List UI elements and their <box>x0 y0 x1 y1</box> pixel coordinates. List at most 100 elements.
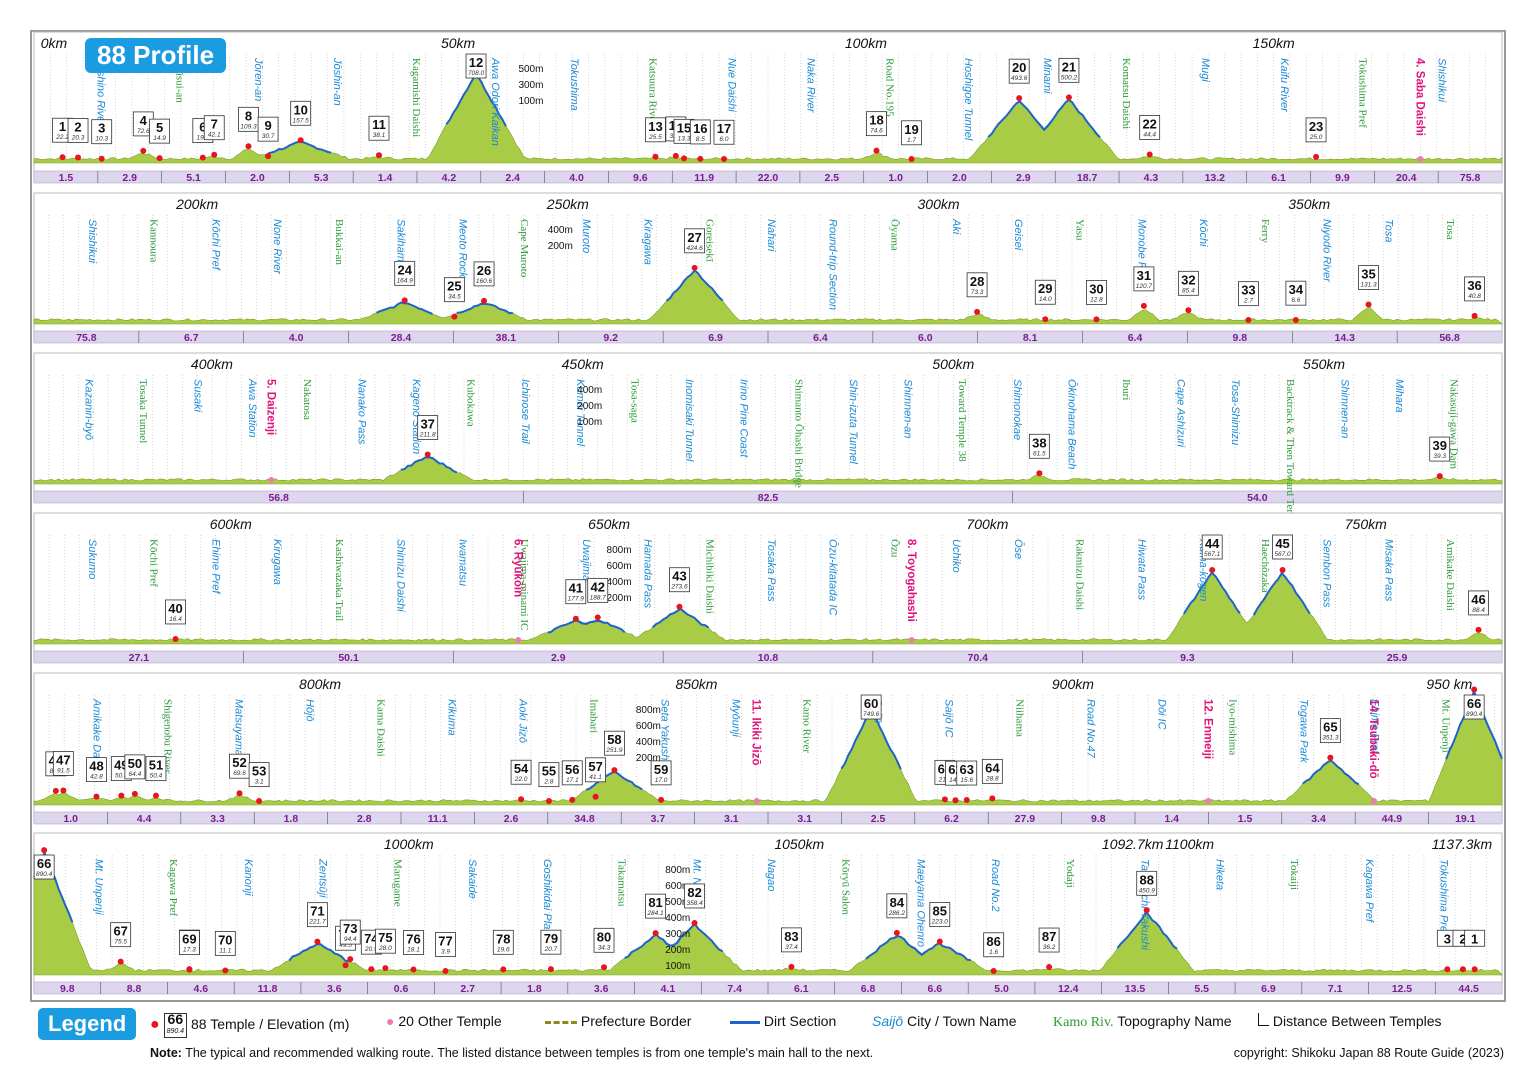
distance-label: 13.2 <box>1205 172 1226 184</box>
place-label: Meoto Rock <box>456 219 468 278</box>
elevation-area <box>33 269 1503 325</box>
temple-number: 73 <box>343 921 357 936</box>
temple-box-frame <box>368 115 390 141</box>
temple-elevation: 20.7 <box>544 946 558 953</box>
temple-dot <box>788 963 795 970</box>
elevation-label: 400m <box>665 913 690 924</box>
temple-dot <box>1093 316 1100 323</box>
temple-dot <box>1143 907 1150 914</box>
temple-elevation: 358.4 <box>686 900 703 907</box>
distance-label: 8.1 <box>1023 332 1038 344</box>
elevation-label: 100m <box>518 96 543 107</box>
temple-number: 2 <box>74 119 81 134</box>
temple-box-frame <box>1086 279 1107 305</box>
legend-title: Legend <box>38 1008 137 1040</box>
place-label: Kagawa Pref <box>1363 859 1375 923</box>
place-label: Kashiwazaka Trail <box>333 539 345 621</box>
place-label: Ōzu-kitatada IC <box>827 539 840 615</box>
temple-number: 63 <box>960 762 974 777</box>
elevation-label: 600m <box>665 881 690 892</box>
temple-dot <box>1313 153 1320 160</box>
place-label: Sembon Pass <box>1321 539 1333 608</box>
temple-box-frame <box>1034 279 1056 305</box>
temple-box-frame <box>1177 270 1199 296</box>
temple-box-frame <box>1238 281 1259 307</box>
temple-dot <box>236 790 243 797</box>
temple-elevation: 17.1 <box>566 777 579 784</box>
place-label: Iburi <box>1120 379 1132 400</box>
temple-dot <box>941 796 948 803</box>
place-label: Amikake Daishi <box>91 698 103 775</box>
temple-dot <box>893 929 900 936</box>
legend-distance-text: Distance Between Temples <box>1272 1013 1442 1029</box>
temple-box-frame <box>604 730 625 756</box>
temple-dot <box>172 635 179 642</box>
temple-number: 40 <box>168 601 182 616</box>
distance-label: 44.5 <box>1458 983 1479 995</box>
temple-dot <box>75 154 82 161</box>
temple-elevation: 177.9 <box>568 596 585 603</box>
temple-elevation: 25.0 <box>1309 134 1323 141</box>
temple-box-frame <box>1468 590 1489 616</box>
km-label: 150km <box>1253 35 1295 51</box>
place-label: Mugi <box>1199 58 1211 82</box>
distance-label: 10.8 <box>758 652 779 664</box>
place-label: Tokushima <box>568 58 580 111</box>
temple-dot <box>401 297 408 304</box>
temple-box-frame <box>650 760 672 786</box>
distance-label: 56.8 <box>1439 332 1460 344</box>
other-temple-dot-icon: ● <box>386 1013 395 1029</box>
temple-number: 6 <box>199 120 206 135</box>
temple-number: 79 <box>544 931 558 946</box>
distance-label: 27.9 <box>1015 813 1036 825</box>
temple-box: 533.1 <box>248 762 270 788</box>
other-temple-dot <box>1205 798 1212 804</box>
temple-number: 32 <box>1181 272 1195 287</box>
place-label: Ehime Pref <box>209 539 221 594</box>
temple-number: 27 <box>687 230 701 245</box>
distance-label: 13.5 <box>1125 983 1146 995</box>
temple-box-frame <box>1008 58 1030 84</box>
place-label: Aki <box>950 218 962 235</box>
distance-label: 9.2 <box>603 332 618 344</box>
km-label: 200km <box>175 196 218 212</box>
distance-label: 8.8 <box>127 983 142 995</box>
place-label: Ichinose Trail <box>519 379 531 444</box>
distance-label: 4.1 <box>661 983 676 995</box>
place-label: Imabari <box>588 699 600 733</box>
dirt-section <box>1116 911 1178 950</box>
profile-row-2: 200km 250km 300km 350km 75.8 6.7 4.0 28.4 38.1 9.… <box>33 192 1503 344</box>
km-label: 300km <box>918 196 960 212</box>
distance-label: 34.8 <box>574 813 595 825</box>
temple-box-frame <box>669 567 690 593</box>
temple-elevation: 450.9 <box>1139 887 1156 894</box>
temple-dot <box>382 965 389 972</box>
temple-elevation: 69.6 <box>233 770 246 777</box>
distance-label: 6.1 <box>794 983 809 995</box>
temple-elevation: 3.9 <box>441 948 450 955</box>
distance-label: 5.0 <box>994 983 1009 995</box>
temple-box-frame <box>561 760 583 786</box>
temple-box-frame <box>860 694 882 720</box>
place-label: Kikuma <box>446 699 458 736</box>
note-text: The typical and recommended walking rout… <box>185 1046 874 1060</box>
place-label: Kumai Tunnel <box>574 379 586 447</box>
temple-elevation: 44.4 <box>1143 131 1156 138</box>
temple-dot <box>545 798 552 804</box>
temple-elevation: 500.2 <box>1061 74 1078 81</box>
temple-dot <box>611 767 618 774</box>
distance-label: 6.1 <box>1271 172 1286 184</box>
place-label: Aoki Jizō <box>517 698 529 743</box>
temple-number: 44 <box>1205 536 1220 551</box>
temple-elevation: 157.5 <box>293 117 310 124</box>
temple-box-frame <box>290 100 312 126</box>
temple-dot <box>658 796 665 803</box>
temple-dot <box>1042 316 1049 323</box>
